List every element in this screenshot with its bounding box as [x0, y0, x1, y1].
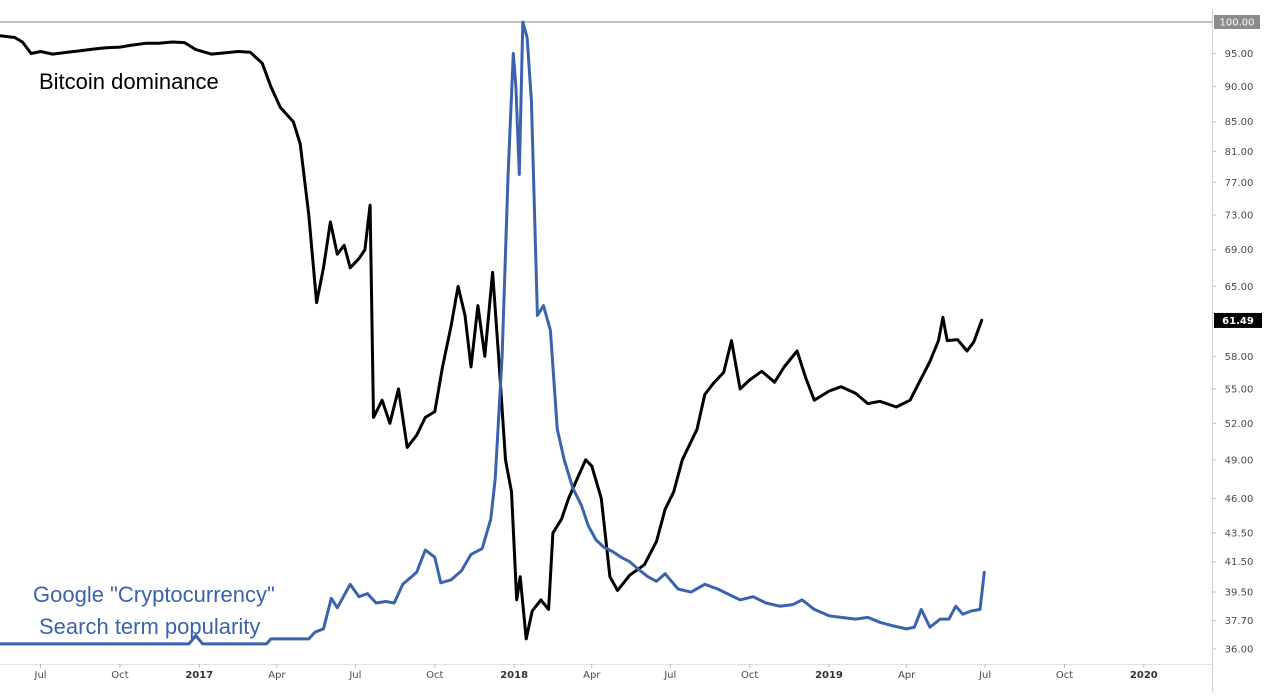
y-tick-label: 49.00: [1225, 455, 1254, 466]
y-tick-label: 55.00: [1225, 384, 1254, 395]
x-tick-label: Apr: [268, 670, 286, 681]
x-tick-label: 2018: [500, 670, 528, 681]
x-tick-label: Apr: [583, 670, 601, 681]
x-tick-label: Jul: [663, 670, 676, 681]
series-layer: [0, 20, 986, 646]
y-tick-label: 41.50: [1225, 557, 1254, 568]
x-axis-ticks: Jul Oct 2017 Apr Jul Oct 2018 Apr Jul Oct 2019 Apr J…: [34, 664, 1158, 681]
y-tick-label: 37.70: [1225, 616, 1254, 627]
x-tick-label: Apr: [898, 670, 916, 681]
annotation-google-line1: Google "Cryptocurrency": [33, 582, 275, 607]
y-tick-label: 77.00: [1225, 178, 1254, 189]
x-tick-label: Oct: [1056, 670, 1073, 681]
x-tick-label: Oct: [111, 670, 128, 681]
y-tick-label: 81.00: [1225, 147, 1254, 158]
x-tick-label: Oct: [741, 670, 758, 681]
y-tick-label: 52.00: [1225, 419, 1254, 430]
y-tick-label: 39.50: [1225, 588, 1254, 599]
y-tick-label: 65.00: [1225, 282, 1254, 293]
y-tick-label: 58.00: [1225, 352, 1254, 363]
y-tick-label: 95.00: [1225, 49, 1254, 60]
current-value-tag: 61.49: [1222, 316, 1254, 327]
current-value-tag-bg: [1214, 312, 1262, 328]
x-tick-label: Jul: [34, 670, 47, 681]
y-tick-label: 43.50: [1225, 528, 1254, 539]
value-tags: 100.00 61.49: [1214, 15, 1262, 328]
y-tick-label: 36.00: [1225, 645, 1254, 656]
y-tick-label: 90.00: [1225, 82, 1254, 93]
x-tick-label: Jul: [978, 670, 991, 681]
top-value-tag: 100.00: [1220, 18, 1255, 29]
x-tick-label: Oct: [426, 670, 443, 681]
annotation-google-line2: Search term popularity: [39, 614, 260, 639]
y-axis-ticks: 95.00 90.00 85.00 81.00 77.00 73.00 69.00 65.00…: [1212, 49, 1253, 656]
top-value-tag-bg: [1214, 15, 1260, 29]
x-tick-label: Jul: [348, 670, 361, 681]
y-tick-label: 85.00: [1225, 117, 1254, 128]
annotation-bitcoin-dominance: Bitcoin dominance: [39, 69, 219, 94]
x-tick-label: 2019: [815, 670, 843, 681]
y-tick-label: 73.00: [1225, 211, 1254, 222]
x-tick-label: 2020: [1130, 670, 1158, 681]
axes-layer: [0, 10, 1213, 692]
x-tick-label: 2017: [185, 670, 213, 681]
google-search-popularity-line: [0, 20, 986, 646]
bitcoin-dominance-line: [0, 34, 984, 641]
y-tick-label: 69.00: [1225, 245, 1254, 256]
y-tick-label: 46.00: [1225, 494, 1254, 505]
